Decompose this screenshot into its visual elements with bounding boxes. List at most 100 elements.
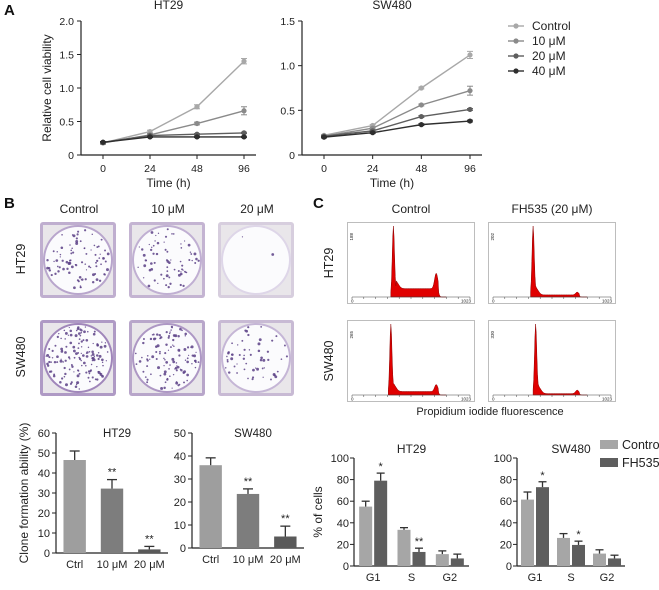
- colony: [80, 329, 83, 332]
- colony: [193, 252, 197, 256]
- colony: [180, 247, 183, 249]
- colony: [51, 357, 54, 359]
- colony-dish: [40, 320, 116, 396]
- colony: [168, 261, 171, 264]
- histogram-y-max: 202: [490, 233, 495, 241]
- colony: [80, 286, 82, 289]
- colony: [257, 349, 261, 353]
- colony: [170, 346, 172, 348]
- colony: [245, 362, 248, 365]
- colony: [157, 232, 160, 234]
- series-line: [323, 54, 471, 137]
- colony: [87, 370, 91, 373]
- colony: [72, 345, 76, 349]
- colony: [256, 367, 259, 371]
- y-tick-label: 60: [38, 428, 50, 440]
- colony: [157, 366, 161, 370]
- colony: [164, 358, 166, 361]
- colony: [262, 358, 266, 362]
- colony: [79, 285, 82, 287]
- histogram-x-min: 0: [351, 299, 354, 304]
- colony: [84, 278, 87, 281]
- colony: [167, 285, 170, 289]
- colony: [165, 343, 168, 346]
- colony: [152, 337, 156, 341]
- data-point: [418, 113, 424, 120]
- y-tick-label: 1.5: [59, 50, 74, 62]
- y-tick-label: 80: [500, 475, 512, 487]
- y-tick-label: 100: [494, 453, 512, 465]
- colony: [100, 238, 103, 241]
- data-point: [241, 58, 247, 64]
- x-tick-label: G2: [600, 572, 615, 584]
- colony: [258, 338, 262, 342]
- legend-marker: [513, 23, 519, 29]
- histogram-y-max: 265: [349, 331, 354, 339]
- colony: [53, 260, 55, 263]
- legend-marker: [513, 38, 519, 44]
- bar: [138, 549, 161, 553]
- colony: [61, 233, 63, 236]
- colony: [167, 349, 170, 351]
- colony: [244, 329, 247, 332]
- y-tick-label: 20: [500, 539, 512, 551]
- colony: [78, 338, 81, 340]
- colony: [73, 349, 76, 353]
- colony: [58, 266, 61, 269]
- colony: [65, 260, 69, 264]
- histogram-plot: 0 1023 188: [349, 225, 471, 304]
- colony: [142, 253, 146, 257]
- colony: [92, 342, 94, 345]
- colony: [84, 263, 87, 265]
- colony: [187, 243, 191, 247]
- colony: [60, 347, 64, 351]
- colony: [152, 244, 155, 247]
- colony: [65, 345, 68, 348]
- colony: [80, 279, 82, 281]
- colony: [169, 282, 172, 285]
- colony: [93, 244, 96, 247]
- colony: [186, 346, 190, 349]
- colony: [181, 329, 183, 332]
- colony: [276, 370, 279, 373]
- histogram-plot: 0 1023 265: [349, 323, 471, 402]
- colony: [67, 356, 71, 359]
- colony: [134, 352, 137, 355]
- bar: [236, 493, 260, 548]
- legend-marker: [513, 68, 519, 74]
- bar-chart-clone-ht29: HT29 0 10 20 30 40 50 60 Clone formation ability…: [17, 423, 168, 571]
- colony: [241, 236, 244, 238]
- colony: [183, 381, 186, 384]
- colony: [195, 351, 197, 353]
- colony: [173, 345, 175, 347]
- colony: [283, 344, 286, 347]
- colony: [163, 277, 165, 280]
- legend-label: FH535: [622, 456, 659, 470]
- colony: [46, 259, 49, 262]
- colony: [68, 271, 71, 274]
- colony-column-header: 20 μM: [240, 202, 274, 216]
- data-point: [467, 106, 473, 113]
- colony: [164, 381, 167, 384]
- chart-title: HT29: [154, 0, 184, 12]
- colony: [89, 266, 92, 269]
- colony: [187, 354, 190, 357]
- colony: [60, 337, 62, 340]
- colony: [91, 350, 94, 354]
- colony: [62, 267, 65, 271]
- y-tick-label: 100: [331, 453, 349, 465]
- colony: [91, 353, 95, 356]
- colony: [159, 350, 161, 353]
- colony: [55, 259, 59, 262]
- panel-label-a: A: [4, 2, 15, 19]
- colony: [147, 284, 151, 288]
- colony: [166, 228, 169, 231]
- colony: [160, 387, 164, 390]
- chart-title: SW480: [372, 0, 412, 12]
- colony: [93, 355, 96, 357]
- colony: [247, 333, 250, 337]
- colony: [48, 269, 52, 272]
- colony: [59, 381, 62, 384]
- colony: [261, 367, 264, 370]
- bar-chart-clone-sw480: SW480 0 10 20 30 40 50 Ctrl ** 10 μM ** 20 μM: [174, 428, 304, 566]
